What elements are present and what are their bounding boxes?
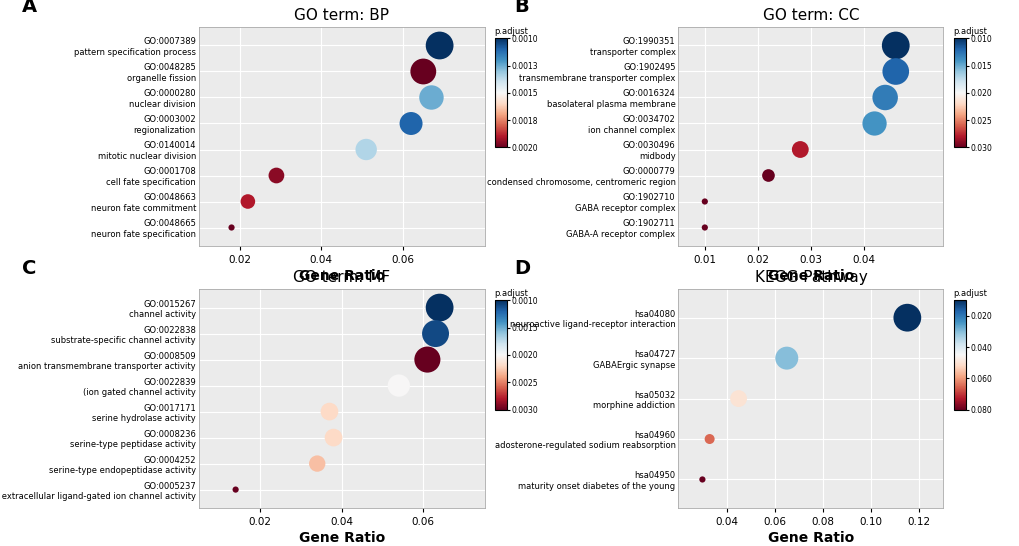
- Text: p.adjust: p.adjust: [953, 289, 986, 298]
- Text: p.adjust: p.adjust: [953, 27, 986, 36]
- Point: [431, 41, 447, 50]
- Point: [390, 381, 407, 390]
- Point: [423, 93, 439, 102]
- Point: [887, 41, 903, 50]
- Point: [427, 329, 443, 338]
- Title: KEGG Pathway: KEGG Pathway: [754, 270, 866, 286]
- Point: [701, 435, 717, 443]
- Point: [419, 355, 435, 364]
- Text: A: A: [21, 0, 37, 16]
- Legend: 4, 8, 12, 16: 4, 8, 12, 16: [952, 420, 983, 498]
- Point: [223, 223, 239, 232]
- Point: [239, 197, 256, 206]
- Point: [268, 171, 284, 180]
- X-axis label: Gene Ratio: Gene Ratio: [767, 269, 853, 283]
- Point: [887, 67, 903, 76]
- Text: D: D: [514, 259, 530, 278]
- Point: [696, 223, 712, 232]
- Point: [309, 459, 325, 468]
- Point: [358, 145, 374, 154]
- Point: [876, 93, 893, 102]
- Point: [696, 197, 712, 206]
- Point: [865, 119, 881, 128]
- Point: [777, 354, 794, 363]
- Text: C: C: [21, 259, 36, 278]
- Point: [321, 407, 337, 416]
- X-axis label: Gene Ratio: Gene Ratio: [299, 531, 384, 545]
- Point: [403, 119, 419, 128]
- Point: [694, 475, 710, 484]
- Title: GO term: CC: GO term: CC: [762, 8, 858, 23]
- Point: [899, 313, 915, 322]
- Legend: 4, 8, 12, 16: 4, 8, 12, 16: [952, 158, 983, 236]
- Legend: 10, 15, 20, 25: 10, 15, 20, 25: [493, 158, 525, 236]
- X-axis label: Gene Ratio: Gene Ratio: [299, 269, 384, 283]
- Point: [227, 485, 244, 494]
- Point: [325, 433, 341, 442]
- Point: [415, 67, 431, 76]
- Point: [730, 394, 746, 403]
- Title: GO term: BP: GO term: BP: [293, 8, 389, 23]
- Text: p.adjust: p.adjust: [494, 27, 528, 36]
- Point: [792, 145, 808, 154]
- Text: B: B: [514, 0, 528, 16]
- Point: [759, 171, 775, 180]
- Legend: 5, 10, 15, 20: 5, 10, 15, 20: [493, 420, 525, 498]
- Text: p.adjust: p.adjust: [494, 289, 528, 298]
- X-axis label: Gene Ratio: Gene Ratio: [767, 531, 853, 545]
- Title: GO term: MF: GO term: MF: [292, 270, 390, 286]
- Point: [431, 303, 447, 312]
